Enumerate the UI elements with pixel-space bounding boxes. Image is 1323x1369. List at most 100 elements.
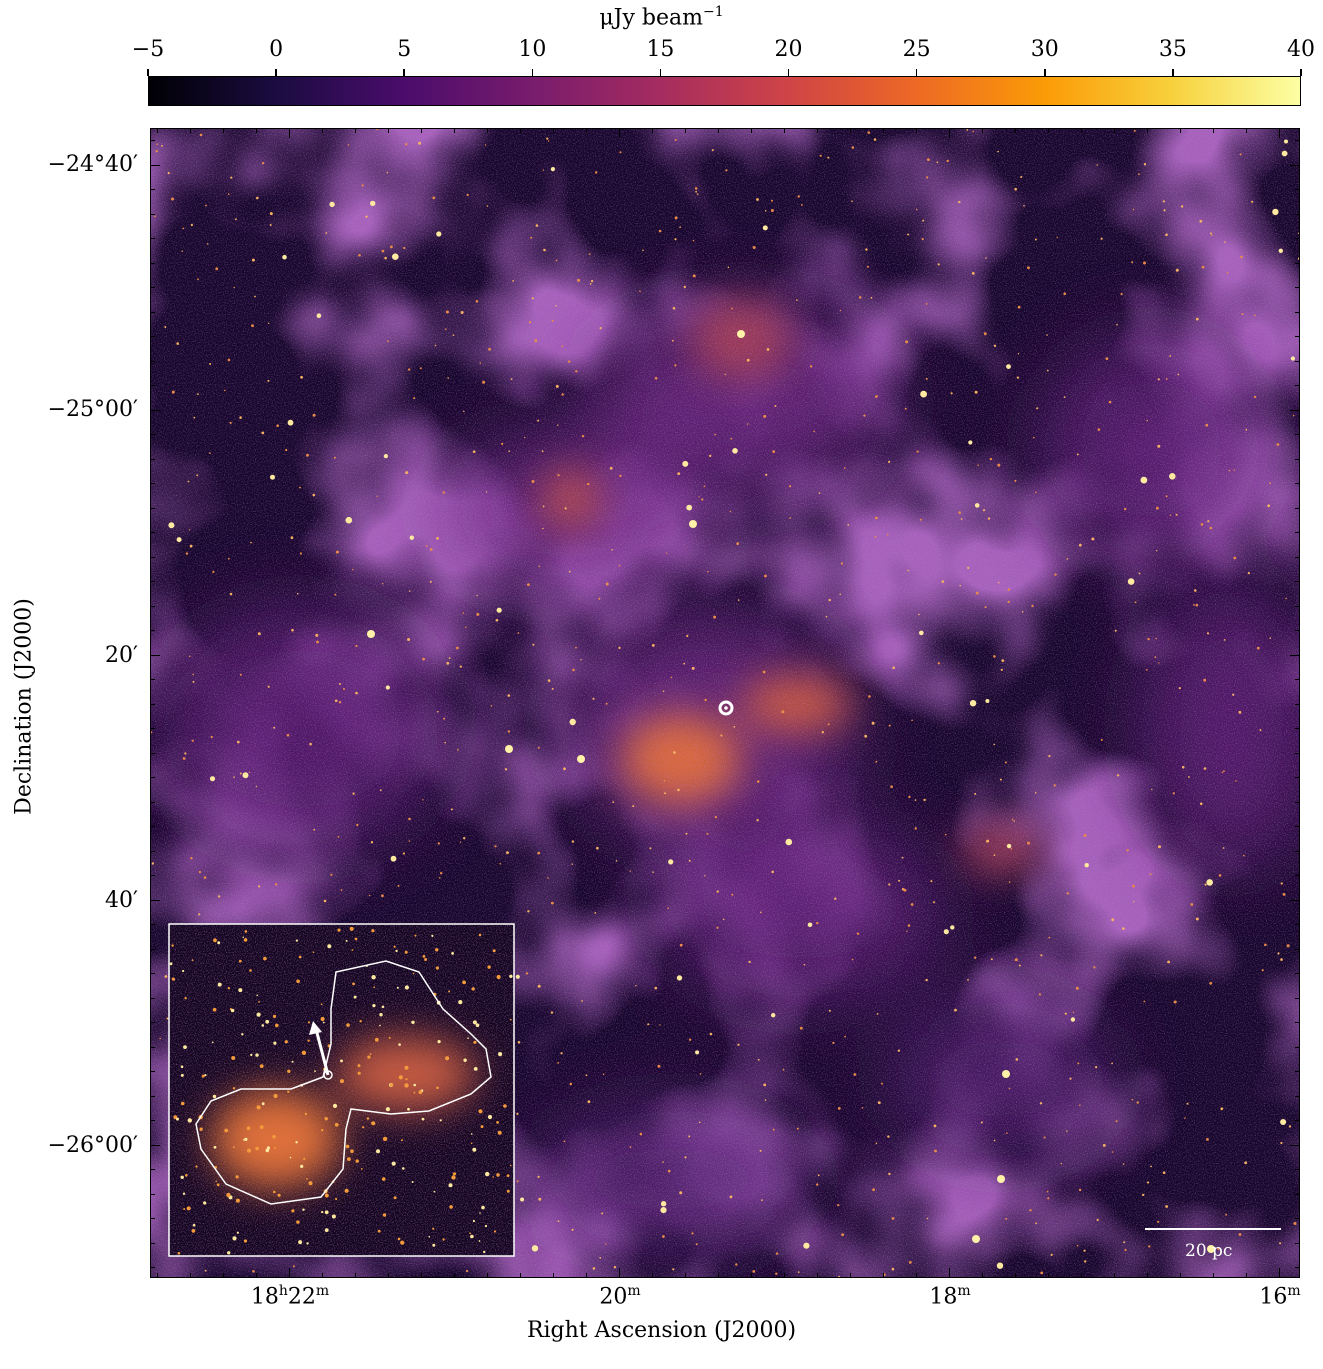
point-source xyxy=(873,138,877,141)
point-source xyxy=(967,566,970,569)
point-source xyxy=(1206,632,1210,635)
point-source xyxy=(762,670,766,674)
point-source xyxy=(557,1062,560,1064)
point-source xyxy=(771,870,774,874)
point-source xyxy=(766,348,770,351)
point-source xyxy=(1001,659,1005,662)
point-source xyxy=(156,143,159,145)
point-source xyxy=(673,751,676,754)
inset-point-source xyxy=(224,1128,229,1133)
point-source xyxy=(155,149,158,153)
point-source xyxy=(722,918,725,921)
y-tick xyxy=(1295,948,1300,950)
inset-point-source xyxy=(401,1139,403,1142)
point-source xyxy=(1162,1171,1166,1174)
point-source xyxy=(968,440,973,445)
point-source xyxy=(888,883,891,886)
point-source xyxy=(1054,573,1057,576)
x-tick xyxy=(982,1273,984,1278)
inset-point-source xyxy=(295,939,298,942)
point-source xyxy=(385,685,390,690)
inset-point-source xyxy=(169,962,173,966)
point-source xyxy=(711,149,714,152)
point-source xyxy=(1127,578,1135,585)
point-source xyxy=(876,1013,879,1015)
point-source xyxy=(775,1272,778,1275)
point-source xyxy=(654,986,658,990)
inset-point-source xyxy=(324,1210,329,1215)
point-source xyxy=(1195,317,1199,321)
point-source xyxy=(425,545,428,547)
x-tick xyxy=(289,1268,291,1278)
y-tick xyxy=(1295,973,1300,975)
inset-point-source xyxy=(312,951,315,954)
point-source xyxy=(975,591,979,595)
inset-point-source xyxy=(320,1016,325,1022)
point-source xyxy=(182,757,186,760)
point-source xyxy=(568,570,571,573)
point-source xyxy=(1069,1077,1072,1080)
point-source xyxy=(725,169,728,172)
point-source xyxy=(1282,893,1286,896)
inset-point-source xyxy=(335,1197,338,1201)
point-source xyxy=(515,974,520,979)
point-source xyxy=(660,1207,667,1214)
x-tick xyxy=(322,128,324,133)
inset-point-source xyxy=(307,1039,310,1042)
point-sources xyxy=(151,129,1299,1277)
x-tick xyxy=(982,128,984,133)
point-source xyxy=(242,772,249,779)
point-source xyxy=(1000,668,1003,671)
point-source xyxy=(557,474,560,477)
point-source xyxy=(958,511,961,514)
point-source xyxy=(756,198,759,201)
point-source xyxy=(485,491,488,493)
point-source xyxy=(1013,820,1015,822)
point-source xyxy=(508,450,510,453)
point-source xyxy=(595,171,598,174)
point-source xyxy=(1298,232,1299,235)
point-source xyxy=(797,195,800,198)
y-tick xyxy=(150,458,155,460)
point-source xyxy=(1131,261,1134,264)
point-source xyxy=(1235,780,1237,782)
inset-point-source xyxy=(496,1173,500,1177)
x-tick xyxy=(487,1273,489,1278)
inset-point-source xyxy=(371,929,375,933)
point-source xyxy=(659,1024,661,1026)
point-source xyxy=(1200,523,1204,526)
inset-point-source xyxy=(291,1060,294,1063)
inset-point-source xyxy=(300,1164,304,1168)
inset-point-source xyxy=(506,1189,510,1193)
point-source xyxy=(587,1100,591,1104)
inset-point-source xyxy=(404,985,409,990)
point-source xyxy=(1066,1130,1068,1132)
point-source xyxy=(196,474,199,477)
point-source xyxy=(1004,761,1007,764)
inset-point-source xyxy=(352,982,355,986)
inset-point-source xyxy=(230,1008,235,1013)
inset-point-source xyxy=(195,1165,198,1168)
point-source xyxy=(408,840,411,842)
inset-point-source xyxy=(371,975,376,980)
point-source xyxy=(1199,802,1203,806)
colorbar-tick-label: 25 xyxy=(902,37,931,62)
point-source xyxy=(660,1201,667,1207)
point-source xyxy=(504,768,508,771)
inset-point-source xyxy=(478,1109,483,1114)
x-tick xyxy=(850,128,852,133)
inset-point-source xyxy=(475,1023,480,1027)
point-source xyxy=(392,253,399,260)
point-source xyxy=(575,370,578,373)
point-source xyxy=(355,644,358,648)
y-tick xyxy=(1295,875,1300,877)
bright-source xyxy=(737,330,745,338)
inset-point-source xyxy=(382,1136,388,1142)
point-source xyxy=(1165,495,1168,498)
inset-point-source xyxy=(503,1104,507,1108)
point-source xyxy=(662,1235,665,1238)
colorbar-tick xyxy=(1300,69,1302,76)
point-source xyxy=(615,860,618,862)
point-source xyxy=(709,1032,713,1036)
y-tick xyxy=(1295,997,1300,999)
